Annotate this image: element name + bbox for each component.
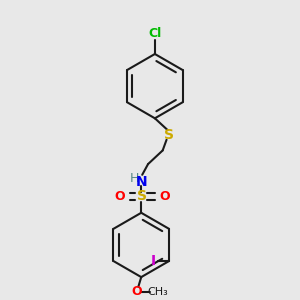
Text: N: N <box>135 175 147 189</box>
Text: Cl: Cl <box>148 27 161 40</box>
Text: S: S <box>137 189 147 203</box>
Text: O: O <box>159 190 170 203</box>
Text: I: I <box>151 254 156 268</box>
Text: CH₃: CH₃ <box>147 287 168 297</box>
Text: H: H <box>130 172 139 185</box>
Text: O: O <box>115 190 125 203</box>
Text: S: S <box>164 128 173 142</box>
Text: O: O <box>131 285 142 298</box>
